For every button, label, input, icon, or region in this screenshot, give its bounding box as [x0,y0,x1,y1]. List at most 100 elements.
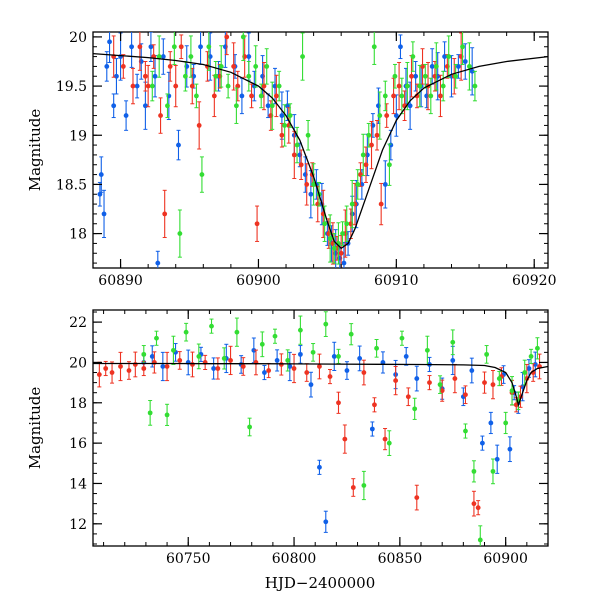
data-point [336,353,341,359]
data-point [377,113,383,118]
data-point [137,44,143,50]
model-curve-line [93,52,548,250]
data-point [158,113,163,118]
data-point [398,44,403,50]
data-point [279,113,285,118]
data-point [522,370,528,375]
bottom-y-tick-label: 22 [69,315,87,331]
bottom-x-tick-label: 60850 [378,551,423,567]
top-x-tick-label: 60910 [374,273,419,289]
data-point [407,103,413,109]
data-point [228,358,233,363]
data-point [387,162,392,168]
data-point [323,321,329,327]
data-point [463,392,468,398]
data-point [162,211,168,217]
top-y-tick-label: 20 [69,30,87,46]
data-point [341,260,347,266]
data-point [234,329,240,335]
data-point [183,329,189,335]
data-point [211,93,217,99]
data-point [384,113,390,118]
bottom-y-tick-label: 14 [69,476,87,492]
data-point [378,201,384,207]
data-point [261,83,267,89]
data-point [165,103,170,109]
top-y-tick-label: 18.5 [56,177,87,193]
data-point [188,54,194,59]
data-point [177,231,183,236]
data-point [471,501,477,507]
data-point [213,73,219,79]
data-point [164,412,170,418]
data-point [111,103,117,109]
data-point [427,380,432,386]
data-point [304,370,310,375]
data-point [413,73,419,79]
data-point [297,351,303,357]
model-curve-line [93,362,548,408]
bottom-y-tick-label: 20 [69,355,87,371]
data-point [279,132,285,138]
data-point [276,83,282,89]
data-point [477,537,483,543]
data-point [358,172,363,177]
data-point [462,59,468,64]
data-point [308,382,314,388]
data-point [190,362,195,367]
data-point [141,366,147,371]
data-point [393,113,399,118]
data-point [101,211,107,217]
data-point [331,245,337,251]
data-point [118,364,123,369]
data-point [484,351,490,357]
data-point [264,64,270,69]
data-point [503,420,509,426]
data-point [262,370,267,375]
data-point [103,366,109,371]
data-point [178,44,184,50]
data-point [141,351,147,357]
top-y-tick-label: 19.5 [56,79,87,95]
top-x-tick-label: 60890 [98,273,143,289]
data-point [147,410,153,416]
data-point [148,44,154,50]
data-point [310,349,316,355]
data-point [472,83,478,89]
data-point [239,93,245,99]
data-point [404,83,410,89]
data-point [97,191,103,197]
data-point [240,34,246,40]
data-point [410,54,416,59]
bottom-y-tick-label: 12 [69,517,87,533]
data-point [455,64,461,69]
top-x-tick-label: 60900 [236,273,281,289]
data-point [156,54,162,59]
data-point [240,364,246,369]
data-point [380,360,386,365]
data-point [246,73,252,79]
data-point [535,345,540,351]
data-point [145,83,151,89]
data-point [164,364,170,369]
data-point [176,142,181,148]
data-point [109,370,115,375]
bottom-model-curve [93,362,548,408]
top-y-tick-label: 19 [69,128,87,144]
data-point [350,485,356,490]
data-point [450,339,456,345]
data-point [479,440,485,446]
data-point [471,468,477,474]
data-point [132,362,138,367]
data-point [446,54,452,59]
top-x-tick-label: 60920 [512,273,557,289]
data-point [355,182,361,187]
data-point [231,64,237,69]
data-point [428,93,434,99]
data-point [396,83,402,89]
data-point [196,123,202,128]
data-point [167,64,173,69]
data-point [507,446,513,452]
data-point [342,436,348,442]
